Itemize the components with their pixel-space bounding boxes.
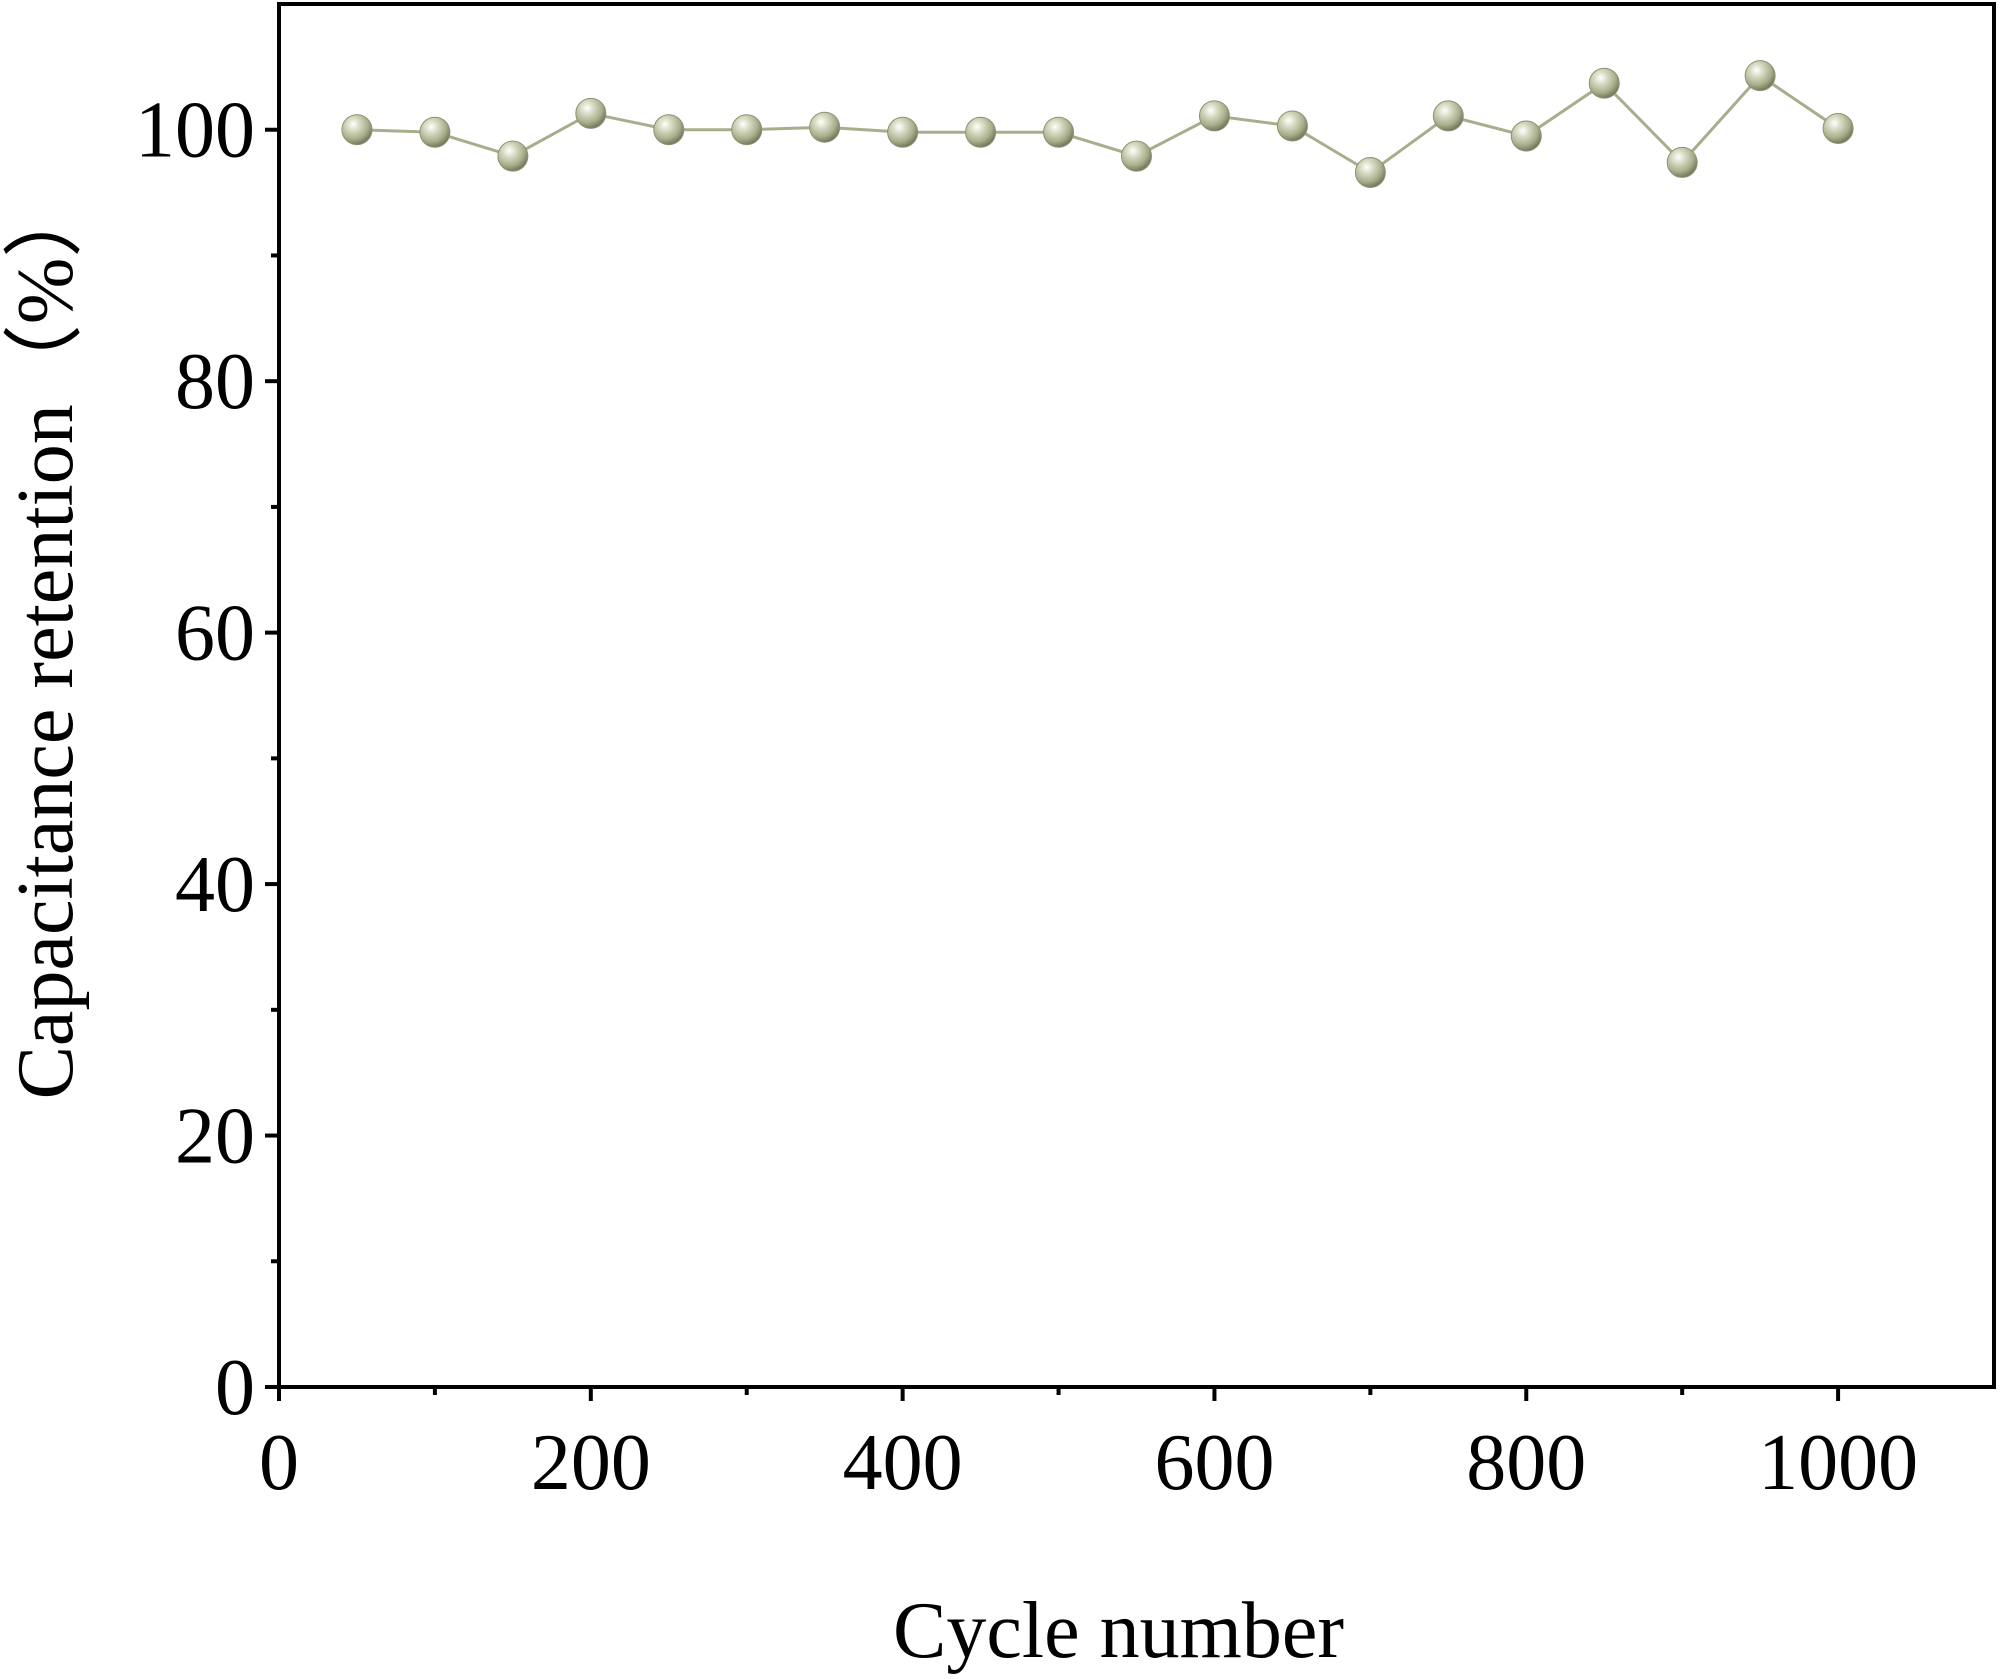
x-tick-label: 400 [843,1419,963,1507]
y-tick-label: 60 [175,590,255,678]
data-point [1588,67,1620,99]
y-tick-label: 20 [175,1093,255,1181]
plot-frame [277,2,1996,1389]
data-point [1198,100,1230,132]
x-tick-label: 200 [531,1419,651,1507]
y-tick-label: 40 [175,841,255,929]
data-point [1432,100,1464,132]
axes [265,2,1996,1401]
data-point [419,116,451,148]
data-point [731,114,763,146]
data-point [809,111,841,143]
x-tick-label: 800 [1466,1419,1586,1507]
data-point [575,97,607,129]
x-tick-label: 1000 [1758,1419,1918,1507]
data-point [653,114,685,146]
data-point [1121,140,1152,172]
y-tick-label: 80 [175,338,255,426]
x-tick-label: 600 [1154,1419,1274,1507]
series-layer [341,60,1854,188]
data-point [497,140,529,172]
data-point [1822,112,1854,144]
data-point [887,116,919,148]
x-axis-title: Cycle number [893,1587,1344,1675]
data-point [1510,120,1542,152]
data-point [1666,146,1698,178]
data-point [1744,60,1776,92]
y-tick-label: 100 [135,87,255,175]
y-axis-title: Capacitance retention（%） [2,178,90,1100]
x-tick-label: 0 [259,1419,299,1507]
data-point [965,116,997,148]
data-point [1276,110,1308,142]
data-point [1354,156,1386,188]
data-point [341,114,373,146]
y-tick-label: 0 [215,1344,255,1432]
data-point [1043,116,1075,148]
